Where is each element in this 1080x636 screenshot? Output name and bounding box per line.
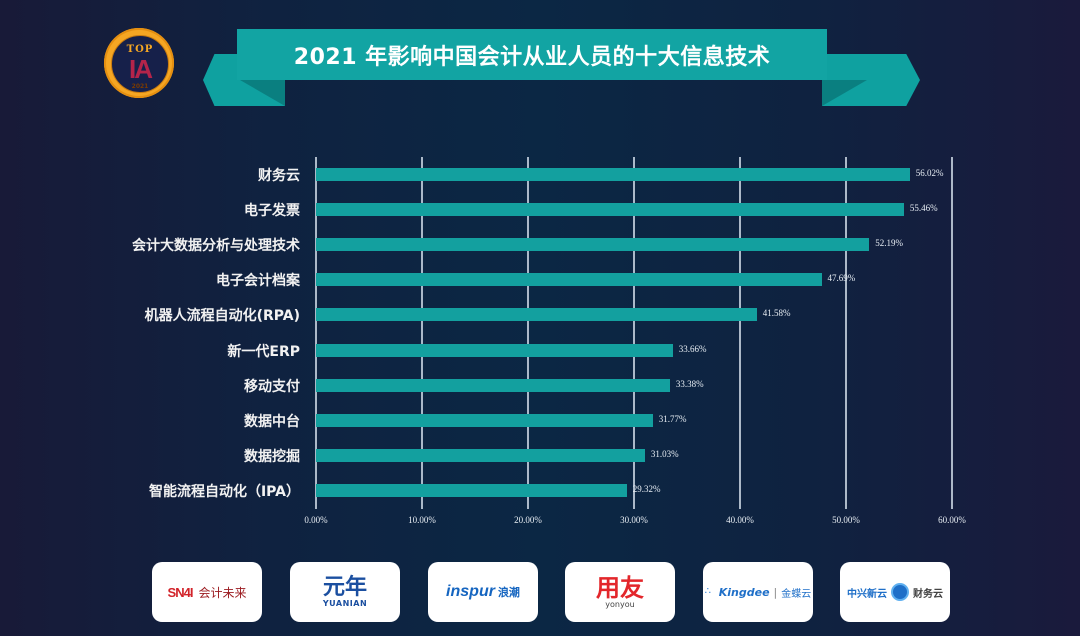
sponsor-logo-yuanian: 元年 YUANIAN [290,562,400,622]
badge-main-text: IA [129,54,153,84]
sponsor-logo-kingdee: ∴ Kingdee | 金蝶云 [703,562,813,622]
x-tick-label: 20.00% [514,515,542,525]
bar-row: 数据中台 31.77% [0,403,1080,438]
top-ia-badge-logo: TOP IA 2021 [104,28,174,98]
value-label: 52.19% [875,238,903,249]
zte-chinese-text: 中兴新云 [847,588,887,600]
value-label: 47.69% [827,273,856,284]
bar [316,378,670,392]
bar [316,273,822,287]
snai-logo-text: SN4I [167,584,194,600]
finance-cloud-text: 财务云 [913,588,943,600]
category-label: 机器人流程自动化(RPA) [144,308,300,325]
category-label: 数据中台 [244,413,300,430]
horizontal-bar-chart: 0.00% 10.00% 20.00% 30.00% 40.00% 50.00% 60.00… [0,157,1080,525]
kingdee-chinese-text: 金蝶云 [781,588,812,600]
yonyou-chinese-text: 用友 [596,573,644,602]
sponsor-logo-snai: SN4I 会计未来 [152,562,262,622]
x-tick-label: 50.00% [832,515,860,525]
value-label: 41.58% [762,308,791,319]
category-label: 智能流程自动化（IPA） [148,483,300,500]
gridline [421,157,423,509]
value-label: 29.32% [632,483,661,494]
category-label: 数据挖掘 [244,448,300,465]
x-tick-label: 40.00% [726,515,754,525]
value-label: 33.38% [675,378,704,389]
bar [316,413,653,427]
category-label: 电子会计档案 [216,273,300,290]
sponsor-logo-zte-cloud: 中兴新云 财务云 [840,562,950,622]
bar-row: 智能流程自动化（IPA） 29.32% [0,473,1080,508]
bar-row: 移动支付 33.38% [0,368,1080,403]
page-title: 2021 年影响中国会计从业人员的十大信息技术 [293,44,771,70]
value-label: 31.77% [658,413,687,424]
bar [316,483,627,497]
sponsor-logo-yonyou: 用友 yonyou [565,562,675,622]
bar-row: 新一代ERP 33.66% [0,333,1080,368]
bar [316,238,870,252]
inspur-chinese-text: 浪潮 [497,586,520,599]
bar-row: 机器人流程自动化(RPA) 41.58% [0,297,1080,332]
snai-chinese-text: 会计未来 [198,585,247,600]
gridline [527,157,529,509]
bar-row: 数据挖掘 31.03% [0,438,1080,473]
value-label: 55.46% [909,203,938,214]
bar-row: 电子发票 55.46% [0,192,1080,227]
x-tick-label: 0.00% [304,515,328,525]
badge-top-text: TOP [126,44,154,55]
gridline [845,157,847,509]
yuanian-latin-text: YUANIAN [322,598,368,608]
x-tick-label: 10.00% [408,515,436,525]
category-label: 会计大数据分析与处理技术 [132,238,300,255]
badge-year: 2021 [131,83,149,90]
x-tick-label: 30.00% [620,515,648,525]
badge-inner: TOP IA 2021 [111,35,169,93]
category-label: 新一代ERP [227,343,300,360]
gridline [315,157,317,509]
sponsor-logo-row: SN4I 会计未来 元年 YUANIAN inspur 浪潮 用友 yonyou… [0,562,1080,624]
sponsor-logo-inspur: inspur 浪潮 [428,562,538,622]
bar [316,203,904,217]
yuanian-chinese-text: 元年 [322,574,367,600]
bar [316,168,910,181]
yonyou-latin-text: yonyou [605,599,635,609]
bar-row: 电子会计档案 47.69% [0,262,1080,297]
gridline [633,157,635,509]
gridline [951,157,953,509]
bar [316,448,645,462]
inspur-latin-text: inspur [446,583,495,600]
value-label: 33.66% [678,343,707,354]
bar [316,308,757,322]
bar-row: 会计大数据分析与处理技术 52.19% [0,227,1080,262]
title-banner: 2021 年影响中国会计从业人员的十大信息技术 [237,29,827,80]
category-label: 财务云 [258,168,300,184]
swirl-logo-icon [891,583,909,601]
bar-row: 财务云 56.02% [0,157,1080,192]
kingdee-separator: | [773,585,778,599]
category-label: 移动支付 [244,378,300,395]
value-label: 56.02% [915,168,944,178]
gridline [739,157,741,509]
bar [316,343,673,357]
kingdee-latin-text: Kingdee [718,585,770,599]
category-label: 电子发票 [244,203,300,220]
value-label: 31.03% [650,448,679,459]
kingdee-dots-icon: ∴ [704,586,712,597]
x-tick-label: 60.00% [938,515,966,525]
